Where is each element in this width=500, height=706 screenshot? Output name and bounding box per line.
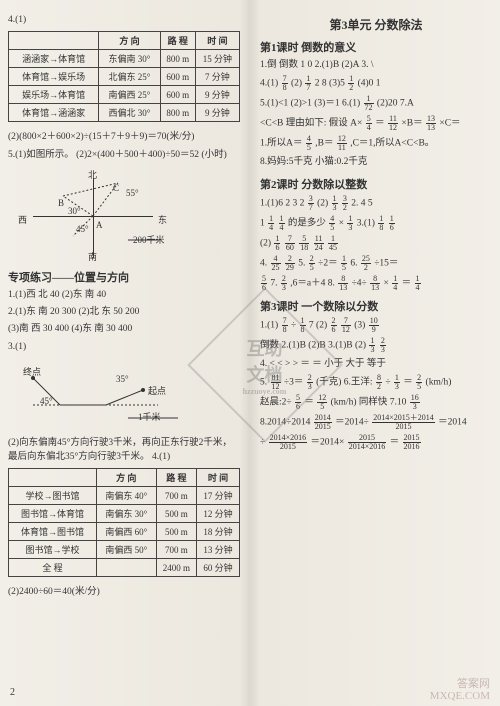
- table-row: 学校→图书馆南偏东 40°700 m17 分钟: [9, 487, 240, 505]
- line-bottom: (2)2400÷60＝40(米/分): [8, 585, 240, 599]
- l1-line7a: <C<B 理由如下: 假设 A× 54 ＝ 1112 ×B＝ 1313 ×C＝: [260, 115, 492, 132]
- l1-line8: 8.妈妈:5千克 小猫:0.2千克: [260, 155, 492, 169]
- special-practice-title: 专项练习——位置与方向: [8, 269, 240, 285]
- sp-item3-2: (2)向东偏南45°方向行驶3千米，再向正东行驶2千米，最后向东偏北35°方向行…: [8, 436, 240, 465]
- sp-item2b: (3)南 西 30 400 (4)东 南 30 400: [8, 322, 240, 336]
- table-2: 方 向 路 程 时 间 学校→图书馆南偏东 40°700 m17 分钟 图书馆→…: [8, 468, 240, 577]
- diagram-1-svg: [18, 168, 178, 263]
- l3-line5: 5. 8112 ÷3＝ 23 (千克) 6.王洋: 82 ÷ 13 ＝ 25 (…: [260, 374, 492, 391]
- item-5: 5.(1)如图所示。 (2)2×(400＋500＋400)÷50＝52 (小时): [8, 148, 240, 162]
- l1-line7b: 1.所以A＝ 45 ,B＝ 1211 ,C＝1,所以A<C<B。: [260, 135, 492, 152]
- l1-line4: 4.(1) 78 (2) 17 2 8 (3)5 12 (4)0 1: [260, 75, 492, 92]
- sp-item3: 3.(1): [8, 340, 240, 354]
- l2-line5: 56 7. 23 ,6＝a＋4 8. 813 ÷4÷ 813 × 14 ＝ 14: [260, 275, 492, 292]
- l2-line1: 1.(1)6 2 3 2 37 (2) 13 32 2. 4 5: [260, 195, 492, 212]
- l1-line1: 1.倒 倒数 1 0 2.(1)B (2)A 3. \: [260, 58, 492, 72]
- table-1: 方 向 路 程 时 间 涵涵家→体育馆东偏南 30°800 m15 分钟 体育馆…: [8, 31, 240, 122]
- item-4-1: 4.(1): [8, 13, 240, 27]
- line-4-2: (2)(800×2＋600×2)÷(15＋7＋9＋9)＝70(米/分): [8, 130, 240, 144]
- l3-line4: 4. < < > > ＝ ＝ 小于 大于 等于: [260, 357, 492, 371]
- table-row: 方 向 路 程 时 间: [9, 469, 240, 487]
- table-row: 体育馆→娱乐场北偏东 25°600 m7 分钟: [9, 68, 240, 86]
- table-row: 方 向 路 程 时 间: [9, 32, 240, 50]
- l3-line9: ÷ 2014×20162015 ＝2014× 20152014×2016 ＝ 2…: [260, 434, 492, 451]
- table-row: 图书馆→学校南偏西 50°700 m13 分钟: [9, 541, 240, 559]
- right-column: 第3单元 分数除法 第1课时 倒数的意义 1.倒 倒数 1 0 2.(1)B (…: [256, 10, 492, 696]
- table-row: 全 程2400 m60 分钟: [9, 559, 240, 577]
- left-column: 4.(1) 方 向 路 程 时 间 涵涵家→体育馆东偏南 30°800 m15 …: [8, 10, 244, 696]
- l3-line6: 赵晨:2÷ 56 ＝ 125 (km/h) 同样快 7.10 163: [260, 394, 492, 411]
- diagram-2-svg: [18, 360, 198, 430]
- footer-watermark: 答案网 MXQE.COM: [430, 678, 490, 702]
- l2-line4: 4. 425 229 5. 25 ÷2＝ 15 6. 252 ÷15＝: [260, 255, 492, 272]
- table-row: 涵涵家→体育馆东偏南 30°800 m15 分钟: [9, 50, 240, 68]
- sp-item2a: 2.(1)东 南 20 300 (2)北 东 50 200: [8, 305, 240, 319]
- l2-line1b: 1 14 14 的是多少 45 × 13 3.(1) 18 16: [260, 215, 492, 232]
- table-row: 图书馆→体育馆南偏东 30°500 m12 分钟: [9, 505, 240, 523]
- page-container: 4.(1) 方 向 路 程 时 间 涵涵家→体育馆东偏南 30°800 m15 …: [0, 0, 500, 706]
- sp-item1: 1.(1)西 北 40 (2)东 南 40: [8, 288, 240, 302]
- table-row: 娱乐场→体育馆南偏西 25°600 m9 分钟: [9, 86, 240, 104]
- l3-line2: 倒数 2.(1)B (2)B 3.(1)B (2) 13 23: [260, 337, 492, 354]
- l1-line5: 5.(1)<1 (2)>1 (3)＝1 6.(1) 172 (2)20 7.A: [260, 95, 492, 112]
- compass-diagram-2: 终点 起点 45° 35° 1千米: [18, 360, 230, 430]
- l3-line1: 1.(1) 78 ÷ 18 7 (2) 26 712 (3) 109: [260, 317, 492, 334]
- compass-diagram-1: 北 南 西 东 B C A 30° 55° 45° 200千米: [18, 168, 230, 263]
- table-row: 体育馆→涵涵家西偏北 30°800 m9 分钟: [9, 104, 240, 122]
- lesson3-title: 第3课时 一个数除以分数: [260, 298, 492, 314]
- table-row: 体育馆→图书馆南偏西 60°500 m18 分钟: [9, 523, 240, 541]
- lesson1-title: 第1课时 倒数的意义: [260, 39, 492, 55]
- l2-line2: (2) 16 760 518 1124 145: [260, 235, 492, 252]
- page-number: 2: [10, 687, 15, 698]
- lesson2-title: 第2课时 分数除以整数: [260, 176, 492, 192]
- l3-line8: 8.2014÷2014 20142015 ＝2014÷ 2014×2015＋20…: [260, 414, 492, 431]
- unit-title: 第3单元 分数除法: [260, 16, 492, 33]
